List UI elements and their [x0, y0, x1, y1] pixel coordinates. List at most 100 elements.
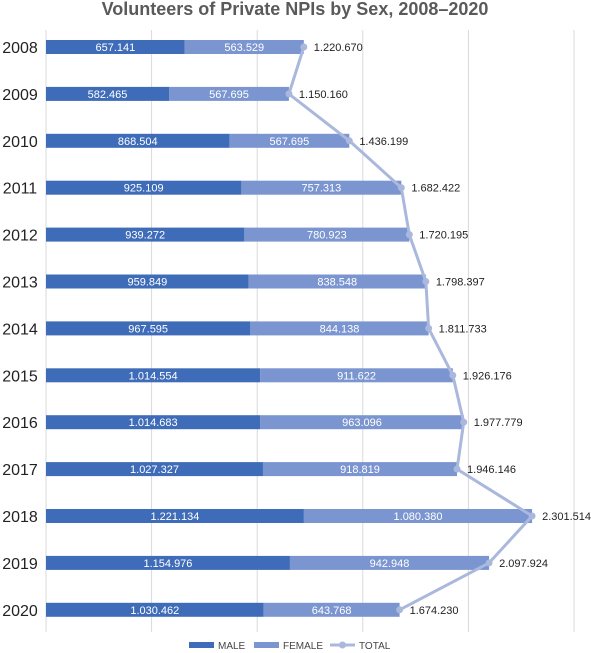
total-point — [460, 418, 468, 426]
year-label: 2017 — [2, 462, 38, 479]
bar-female — [260, 415, 464, 430]
labels: 2008 657.141 563.529 1.220.670 2009 582.465 56… — [2, 40, 591, 620]
male-value-label: 868.504 — [118, 136, 158, 148]
bar-female — [241, 180, 402, 195]
bar-male — [46, 368, 261, 383]
bar-male — [46, 86, 170, 101]
bar-male — [46, 180, 242, 195]
bar-female — [260, 368, 453, 383]
female-value-label: 911.622 — [337, 370, 376, 382]
legend: MALE FEMALE TOTAL — [189, 641, 391, 652]
bar-male — [46, 462, 263, 477]
bar-male — [46, 555, 290, 570]
male-value-label: 1.030.462 — [130, 605, 179, 617]
legend-marker-total — [339, 641, 346, 649]
male-value-label: 657.141 — [96, 42, 136, 54]
bar-female — [244, 227, 410, 242]
bar-male — [46, 227, 245, 242]
female-value-label: 963.096 — [342, 417, 382, 429]
total-value-label: 2.097.924 — [499, 558, 548, 570]
bar-female — [248, 274, 426, 289]
female-value-label: 844.138 — [320, 323, 360, 335]
male-value-label: 1.014.683 — [129, 417, 178, 429]
female-value-label: 780.923 — [307, 230, 347, 242]
bar-male — [46, 274, 249, 289]
total-value-label: 1.720.195 — [419, 230, 468, 242]
year-label: 2020 — [2, 603, 38, 620]
year-label: 2014 — [2, 321, 38, 338]
legend-label-total: TOTAL — [359, 641, 391, 652]
female-value-label: 567.695 — [209, 89, 249, 101]
year-label: 2016 — [2, 415, 38, 432]
bar-female — [303, 509, 533, 523]
bar-male — [46, 509, 304, 523]
total-point — [300, 43, 308, 51]
female-value-label: 918.819 — [340, 464, 380, 476]
total-point — [528, 512, 536, 520]
legend-swatch-female — [254, 642, 279, 648]
total-point — [453, 465, 461, 473]
bars — [46, 40, 533, 617]
male-value-label: 1.221.134 — [150, 511, 199, 523]
female-value-label: 942.948 — [370, 558, 410, 570]
bar-male — [46, 133, 230, 148]
year-label: 2012 — [2, 228, 38, 245]
total-value-label: 1.150.160 — [299, 89, 348, 101]
female-value-label: 757.313 — [301, 183, 341, 195]
bar-female — [250, 321, 429, 336]
total-point — [425, 324, 433, 332]
female-value-label: 838.548 — [317, 277, 357, 289]
total-point — [397, 184, 405, 192]
male-value-label: 1.014.554 — [129, 370, 178, 382]
total-point — [345, 137, 353, 145]
male-value-label: 959.849 — [127, 277, 167, 289]
male-value-label: 967.595 — [128, 323, 168, 335]
bar-male — [46, 602, 264, 617]
total-value-label: 1.926.176 — [463, 370, 512, 382]
male-value-label: 925.109 — [124, 183, 164, 195]
male-value-label: 582.465 — [88, 89, 128, 101]
total-value-label: 1.977.779 — [474, 417, 523, 429]
total-value-label: 1.682.422 — [411, 183, 460, 195]
total-value-label: 1.220.670 — [314, 42, 363, 54]
legend-label-male: MALE — [218, 641, 246, 652]
female-value-label: 1.080.380 — [394, 511, 443, 523]
bar-male — [46, 40, 185, 54]
total-point — [449, 371, 457, 379]
year-label: 2010 — [2, 134, 38, 151]
total-value-label: 1.946.146 — [467, 464, 516, 476]
total-point — [422, 278, 430, 285]
total-point — [396, 606, 404, 614]
bar-female — [169, 86, 289, 101]
year-label: 2011 — [3, 181, 38, 198]
total-point — [485, 559, 493, 567]
bar-male — [46, 321, 251, 336]
total-value-label: 1.811.733 — [439, 323, 487, 335]
total-value-label: 1.798.397 — [436, 277, 485, 289]
total-point — [405, 231, 413, 239]
year-label: 2018 — [2, 509, 38, 526]
year-label: 2009 — [2, 87, 38, 104]
bar-female — [263, 602, 400, 617]
total-point — [285, 90, 293, 98]
female-value-label: 567.695 — [269, 136, 309, 148]
total-value-label: 2.301.514 — [542, 511, 591, 523]
bar-female — [184, 40, 304, 54]
bar-male — [46, 415, 261, 430]
female-value-label: 563.529 — [224, 42, 264, 54]
bar-female — [229, 133, 350, 148]
year-label: 2008 — [2, 40, 38, 57]
bar-female — [289, 555, 490, 570]
legend-swatch-male — [189, 642, 214, 648]
year-label: 2015 — [2, 368, 38, 385]
male-value-label: 1.027.327 — [130, 464, 179, 476]
female-value-label: 643.768 — [312, 605, 352, 617]
legend-label-female: FEMALE — [283, 641, 323, 652]
male-value-label: 1.154.976 — [143, 558, 192, 570]
total-line — [285, 43, 536, 614]
male-value-label: 939.272 — [125, 230, 165, 242]
total-value-label: 1.674.230 — [410, 605, 459, 617]
total-value-label: 1.436.199 — [359, 136, 408, 148]
chart-title: Volunteers of Private NPIs by Sex, 2008–… — [102, 0, 489, 19]
